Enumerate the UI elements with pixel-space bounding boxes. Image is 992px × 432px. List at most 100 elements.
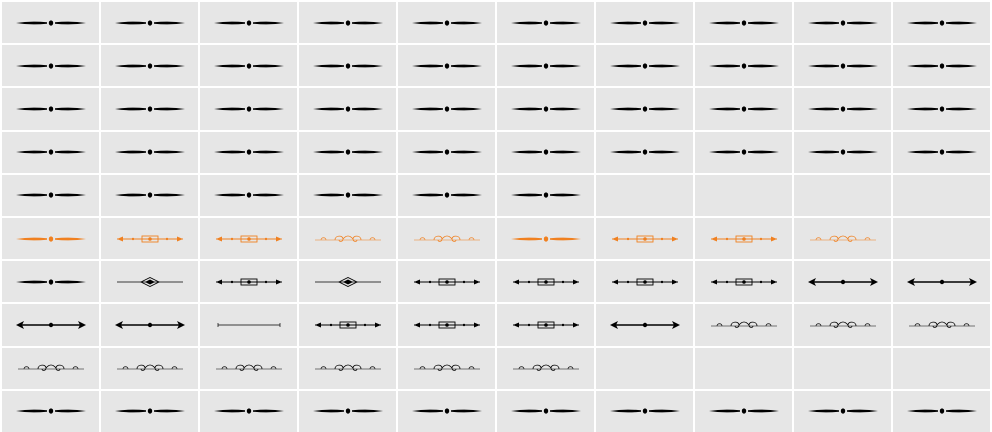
glyph-cell-r2-c2[interactable] [101, 45, 198, 87]
glyph-cell-r10-c7[interactable] [596, 390, 693, 432]
glyph-cell-r10-c3[interactable] [200, 390, 297, 432]
glyph-cell-r1-c9[interactable] [794, 2, 891, 44]
glyph-cell-r6-c9[interactable] [794, 217, 891, 260]
glyph-cell-r7-c10[interactable] [893, 261, 990, 303]
glyph-cell-r8-c5[interactable] [398, 304, 495, 346]
glyph-cell-r5-c4[interactable] [299, 174, 396, 216]
glyph-cell-r10-c9[interactable] [794, 390, 891, 432]
glyph-cell-r4-c10[interactable] [893, 131, 990, 173]
glyph-cell-r7-c1[interactable] [2, 261, 99, 303]
glyph-cell-r10-c8[interactable] [695, 390, 792, 432]
glyph-cell-r4-c2[interactable] [101, 131, 198, 173]
glyph-cell-r8-c6[interactable] [497, 304, 594, 346]
glyph-cell-r3-c3[interactable] [200, 88, 297, 130]
glyph-cell-r1-c6[interactable] [497, 2, 594, 44]
glyph-cell-r6-c8[interactable] [695, 217, 792, 260]
spindle-ornament-icon [510, 106, 581, 112]
glyph-cell-r7-c7[interactable] [596, 261, 693, 303]
glyph-cell-r9-c3[interactable] [200, 347, 297, 389]
glyph-cell-r3-c2[interactable] [101, 88, 198, 130]
glyph-cell-r1-c7[interactable] [596, 2, 693, 44]
glyph-cell-r8-c4[interactable] [299, 304, 396, 346]
glyph-cell-r4-c1[interactable] [2, 131, 99, 173]
arrow-rule-ornament-icon [906, 277, 977, 286]
glyph-cell-r10-c10[interactable] [893, 390, 990, 432]
glyph-cell-r6-c6[interactable] [497, 217, 594, 260]
glyph-cell-r8-c8[interactable] [695, 304, 792, 346]
glyph-cell-r4-c8[interactable] [695, 131, 792, 173]
scroll-ornament-icon [809, 235, 876, 242]
glyph-cell-r6-c1[interactable] [2, 217, 99, 260]
glyph-cell-r3-c6[interactable] [497, 88, 594, 130]
glyph-cell-r2-c1[interactable] [2, 45, 99, 87]
glyph-cell-r9-c1[interactable] [2, 347, 99, 389]
spindle-ornament-icon [411, 19, 482, 26]
glyph-cell-r5-c5[interactable] [398, 174, 495, 216]
glyph-cell-r8-c10[interactable] [893, 304, 990, 346]
glyph-cell-r9-c4[interactable] [299, 347, 396, 389]
glyph-cell-r2-c6[interactable] [497, 45, 594, 87]
glyph-cell-r9-c2[interactable] [101, 347, 198, 389]
spindle-ornament-icon [114, 192, 185, 198]
glyph-cell-r1-c5[interactable] [398, 2, 495, 44]
glyph-cell-r8-c2[interactable] [101, 304, 198, 346]
glyph-cell-r10-c2[interactable] [101, 390, 198, 432]
glyph-cell-r3-c10[interactable] [893, 88, 990, 130]
glyph-cell-r2-c4[interactable] [299, 45, 396, 87]
glyph-cell-r2-c9[interactable] [794, 45, 891, 87]
glyph-cell-r5-c2[interactable] [101, 174, 198, 216]
glyph-cell-r4-c6[interactable] [497, 131, 594, 173]
glyph-cell-r4-c9[interactable] [794, 131, 891, 173]
glyph-cell-r6-c3[interactable] [200, 217, 297, 260]
glyph-cell-r1-c8[interactable] [695, 2, 792, 44]
glyph-cell-r6-c2[interactable] [101, 217, 198, 260]
glyph-cell-r7-c3[interactable] [200, 261, 297, 303]
glyph-cell-r3-c1[interactable] [2, 88, 99, 130]
glyph-cell-r6-c4[interactable] [299, 217, 396, 260]
glyph-cell-r5-c1[interactable] [2, 174, 99, 216]
glyph-cell-r5-c3[interactable] [200, 174, 297, 216]
glyph-cell-r2-c5[interactable] [398, 45, 495, 87]
glyph-cell-r1-c4[interactable] [299, 2, 396, 44]
glyph-cell-r3-c7[interactable] [596, 88, 693, 130]
spindle-ornament-icon [213, 19, 284, 26]
glyph-cell-r10-c4[interactable] [299, 390, 396, 432]
glyph-cell-r1-c2[interactable] [101, 2, 198, 44]
glyph-cell-r7-c9[interactable] [794, 261, 891, 303]
glyph-cell-r4-c7[interactable] [596, 131, 693, 173]
glyph-cell-r4-c3[interactable] [200, 131, 297, 173]
glyph-cell-r10-c5[interactable] [398, 390, 495, 432]
glyph-cell-r7-c5[interactable] [398, 261, 495, 303]
glyph-cell-r9-c6[interactable] [497, 347, 594, 389]
glyph-cell-r1-c3[interactable] [200, 2, 297, 44]
glyph-cell-r10-c1[interactable] [2, 390, 99, 432]
spindle-ornament-icon [213, 106, 284, 112]
glyph-cell-r4-c4[interactable] [299, 131, 396, 173]
glyph-cell-r2-c8[interactable] [695, 45, 792, 87]
glyph-cell-r8-c3[interactable] [200, 304, 297, 346]
glyph-cell-r2-c7[interactable] [596, 45, 693, 87]
glyph-cell-r1-c10[interactable] [893, 2, 990, 44]
glyph-cell-r6-c7[interactable] [596, 217, 693, 260]
glyph-cell-r3-c9[interactable] [794, 88, 891, 130]
glyph-cell-r9-c5[interactable] [398, 347, 495, 389]
glyph-cell-r2-c10[interactable] [893, 45, 990, 87]
glyph-cell-r7-c8[interactable] [695, 261, 792, 303]
glyph-cell-r7-c6[interactable] [497, 261, 594, 303]
glyph-cell-r5-c6[interactable] [497, 174, 594, 216]
glyph-cell-r8-c7[interactable] [596, 304, 693, 346]
glyph-cell-r3-c4[interactable] [299, 88, 396, 130]
glyph-cell-r2-c3[interactable] [200, 45, 297, 87]
scroll-ornament-icon [413, 364, 480, 371]
glyph-cell-r3-c8[interactable] [695, 88, 792, 130]
glyph-cell-r4-c5[interactable] [398, 131, 495, 173]
glyph-cell-r8-c1[interactable] [2, 304, 99, 346]
glyph-cell-r6-c5[interactable] [398, 217, 495, 260]
glyph-cell-r7-c4[interactable] [299, 261, 396, 303]
glyph-cell-r7-c2[interactable] [101, 261, 198, 303]
glyph-cell-r9-c10 [893, 347, 990, 389]
glyph-cell-r3-c5[interactable] [398, 88, 495, 130]
glyph-cell-r8-c9[interactable] [794, 304, 891, 346]
glyph-cell-r1-c1[interactable] [2, 2, 99, 44]
glyph-cell-r10-c6[interactable] [497, 390, 594, 432]
